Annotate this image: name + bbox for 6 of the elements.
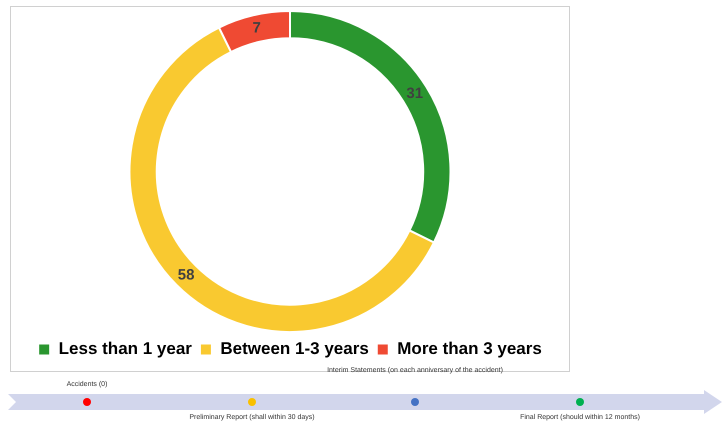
data-label: 58: [178, 266, 194, 284]
data-label: 31: [406, 85, 424, 102]
data-label: 7: [252, 20, 261, 37]
legend-label: Between 1-3 years: [220, 339, 369, 358]
legend-label: Less than 1 year: [58, 339, 192, 358]
legend-label: More than 3 years: [397, 339, 542, 358]
